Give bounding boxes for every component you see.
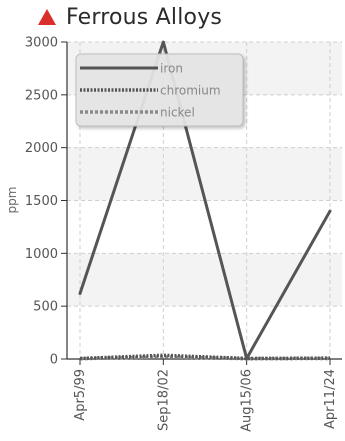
x-tick-label: Apr5/99 xyxy=(73,369,88,421)
chart-header: Ferrous Alloys xyxy=(38,2,222,32)
legend-label-chromium: chromium xyxy=(160,84,221,98)
y-tick-label: 1500 xyxy=(25,194,58,209)
y-tick-label: 2000 xyxy=(25,141,58,156)
y-tick-label: 2500 xyxy=(25,88,58,103)
x-tick-label: Apr11/24 xyxy=(323,369,338,429)
series-line-iron xyxy=(78,40,332,360)
y-tick-label: 1000 xyxy=(25,247,58,262)
series-line-nickel xyxy=(79,355,331,361)
y-tick-label: 0 xyxy=(50,353,58,368)
y-tick-label: 3000 xyxy=(25,36,58,51)
series-line-chromium xyxy=(79,353,331,361)
y-axis-title: ppm xyxy=(5,187,19,214)
legend-box xyxy=(75,53,244,127)
legend-label-nickel: nickel xyxy=(160,106,195,120)
x-tick-label: Aug15/06 xyxy=(240,369,255,432)
x-tick-label: Sep18/02 xyxy=(156,369,171,431)
y-tick-label: 500 xyxy=(33,300,58,315)
chart-title: Ferrous Alloys xyxy=(66,4,223,30)
legend-label-iron: iron xyxy=(160,62,183,76)
warning-triangle-icon xyxy=(38,9,56,25)
plot-band xyxy=(67,253,342,307)
